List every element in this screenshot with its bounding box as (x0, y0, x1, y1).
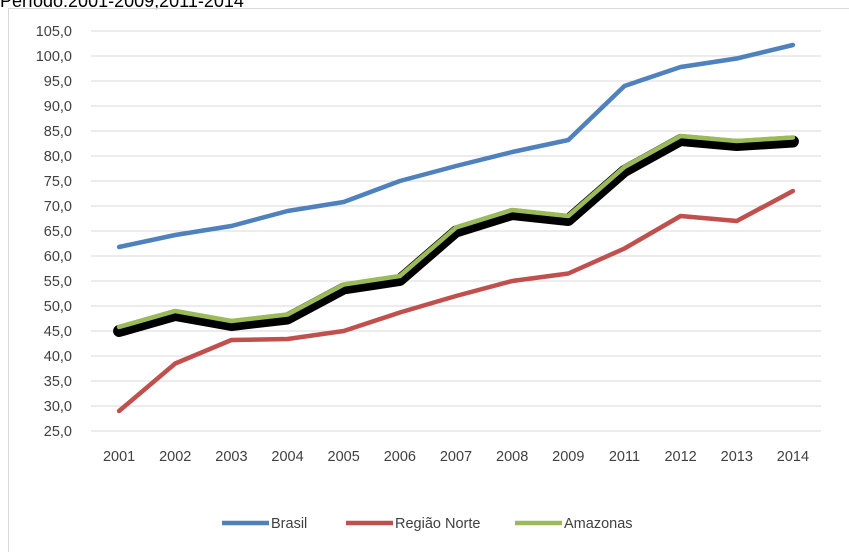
y-tick-label: 65,0 (44, 224, 72, 240)
x-tick-label: 2004 (271, 449, 303, 465)
x-tick-label: 2006 (384, 449, 416, 465)
x-tick-label: 2003 (215, 449, 247, 465)
x-tick-label: 2009 (552, 449, 584, 465)
line-chart: 25,0 30,0 35,0 40,0 45,0 50,0 55,0 60,0 65,0 70,0… (36, 24, 821, 532)
series-shadow (113, 134, 799, 337)
y-tick-label: 35,0 (44, 374, 72, 390)
y-tick-label: 80,0 (44, 149, 72, 165)
y-tick-label: 55,0 (44, 274, 72, 290)
x-tick-label: 2007 (440, 449, 472, 465)
series-line (116, 188, 796, 414)
chart-area: 25,0 30,0 35,0 40,0 45,0 50,0 55,0 60,0 65,0 70,0… (8, 8, 849, 552)
y-tick-label: 30,0 (44, 399, 72, 415)
x-tick-label: 2011 (609, 449, 640, 465)
x-tick-label: 2005 (328, 449, 360, 465)
x-tick-label: 2014 (777, 449, 809, 465)
y-tick-label: 95,0 (44, 74, 72, 90)
x-tick-label: 2001 (103, 449, 135, 465)
y-tick-label: 45,0 (44, 324, 72, 340)
y-tick-label: 90,0 (44, 99, 72, 115)
chart-title: Período:2001-2009,2011-2014 (0, 0, 244, 11)
y-tick-label: 75,0 (44, 174, 72, 190)
legend-label: Região Norte (395, 516, 480, 532)
series-line (116, 133, 796, 330)
y-tick-label: 50,0 (44, 299, 72, 315)
legend-label: Brasil (271, 516, 307, 532)
y-tick-label: 25,0 (44, 424, 72, 440)
y-tick-label: 70,0 (44, 199, 72, 215)
y-tick-label: 60,0 (44, 249, 72, 265)
legend-label: Amazonas (564, 516, 633, 532)
y-tick-label: 40,0 (44, 349, 72, 365)
x-tick-label: 2008 (496, 449, 528, 465)
x-tick-label: 2002 (159, 449, 191, 465)
y-tick-label: 105,0 (36, 24, 72, 40)
x-tick-label: 2013 (721, 449, 753, 465)
y-tick-label: 85,0 (44, 124, 72, 140)
x-tick-label: 2012 (664, 449, 696, 465)
series-line (116, 42, 796, 250)
y-tick-label: 100,0 (36, 49, 72, 65)
